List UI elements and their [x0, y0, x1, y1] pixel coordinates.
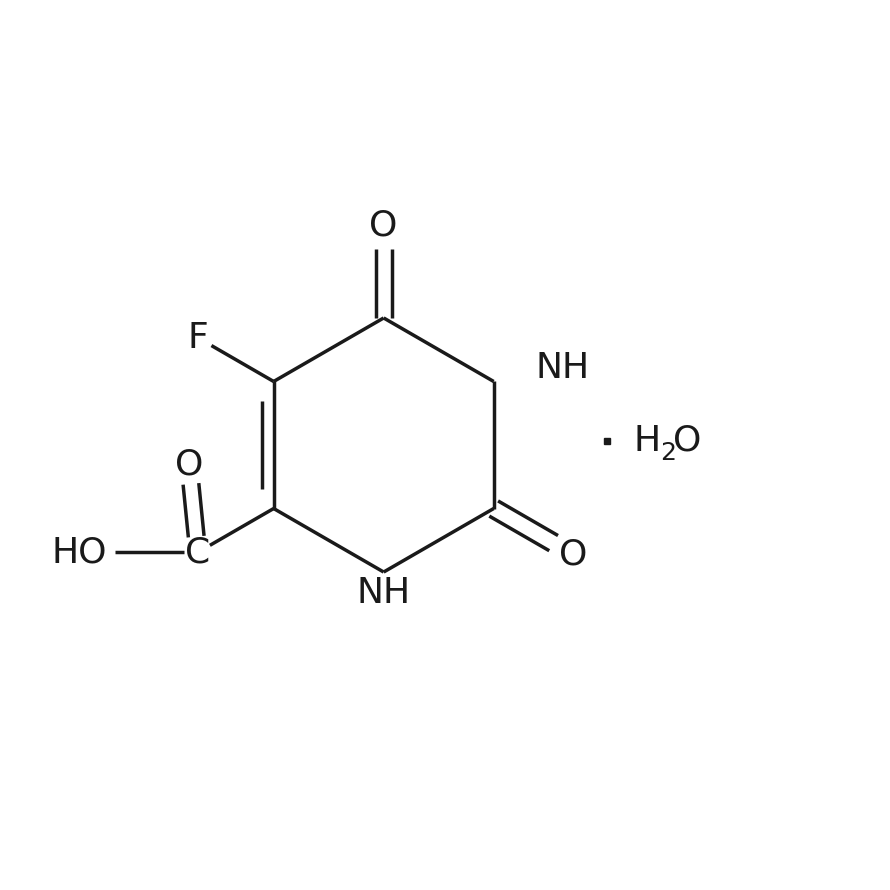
Text: 2: 2 [659, 441, 676, 465]
Text: NH: NH [357, 577, 410, 611]
Text: C: C [185, 535, 210, 570]
Text: O: O [369, 209, 398, 243]
Text: F: F [188, 320, 208, 355]
Text: HO: HO [52, 535, 108, 570]
Text: NH: NH [536, 352, 590, 385]
Text: O: O [559, 538, 587, 571]
Text: O: O [673, 424, 701, 457]
Text: H: H [634, 424, 660, 457]
Text: O: O [174, 448, 203, 481]
